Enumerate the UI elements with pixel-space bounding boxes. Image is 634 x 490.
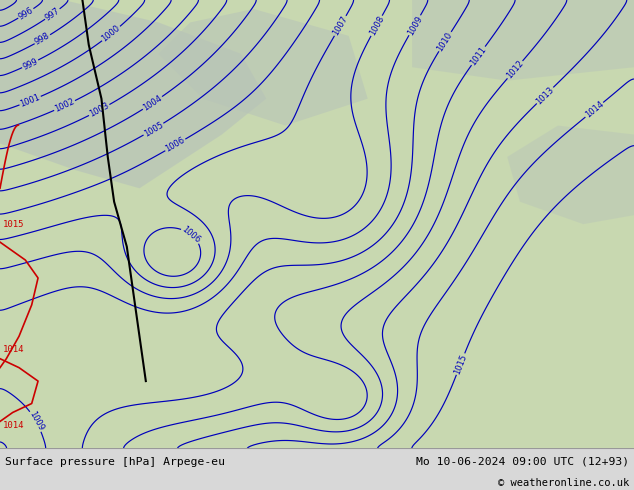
- Text: 1004: 1004: [141, 94, 164, 113]
- Text: 1000: 1000: [100, 24, 122, 44]
- Text: 1015: 1015: [3, 220, 25, 229]
- Text: 1002: 1002: [53, 97, 76, 114]
- Text: 1014: 1014: [583, 99, 605, 120]
- Text: 1008: 1008: [368, 14, 385, 37]
- Text: 996: 996: [16, 5, 35, 22]
- Text: Surface pressure [hPa] Arpege-eu: Surface pressure [hPa] Arpege-eu: [5, 457, 225, 466]
- Text: 998: 998: [34, 31, 51, 47]
- Text: 1013: 1013: [534, 85, 556, 106]
- Text: 1007: 1007: [331, 14, 349, 37]
- Text: 1003: 1003: [88, 101, 111, 119]
- Text: 1014: 1014: [3, 421, 25, 430]
- Text: 1011: 1011: [469, 45, 488, 67]
- Polygon shape: [0, 0, 266, 188]
- Text: 1005: 1005: [142, 120, 165, 139]
- Text: 1012: 1012: [505, 59, 526, 80]
- Text: 1001: 1001: [19, 93, 42, 109]
- Text: 1006: 1006: [164, 136, 187, 154]
- Text: 1014: 1014: [3, 345, 25, 354]
- Text: 1010: 1010: [436, 30, 455, 53]
- Text: 999: 999: [21, 56, 39, 72]
- Text: 1015: 1015: [453, 353, 469, 375]
- Polygon shape: [158, 9, 368, 125]
- Text: 997: 997: [43, 6, 61, 23]
- Text: 1009: 1009: [406, 14, 424, 37]
- Text: 1006: 1006: [180, 225, 202, 245]
- Polygon shape: [412, 0, 634, 81]
- Text: © weatheronline.co.uk: © weatheronline.co.uk: [498, 477, 629, 488]
- Polygon shape: [507, 125, 634, 224]
- Text: 1009: 1009: [27, 410, 45, 433]
- Text: Mo 10-06-2024 09:00 UTC (12+93): Mo 10-06-2024 09:00 UTC (12+93): [416, 457, 629, 466]
